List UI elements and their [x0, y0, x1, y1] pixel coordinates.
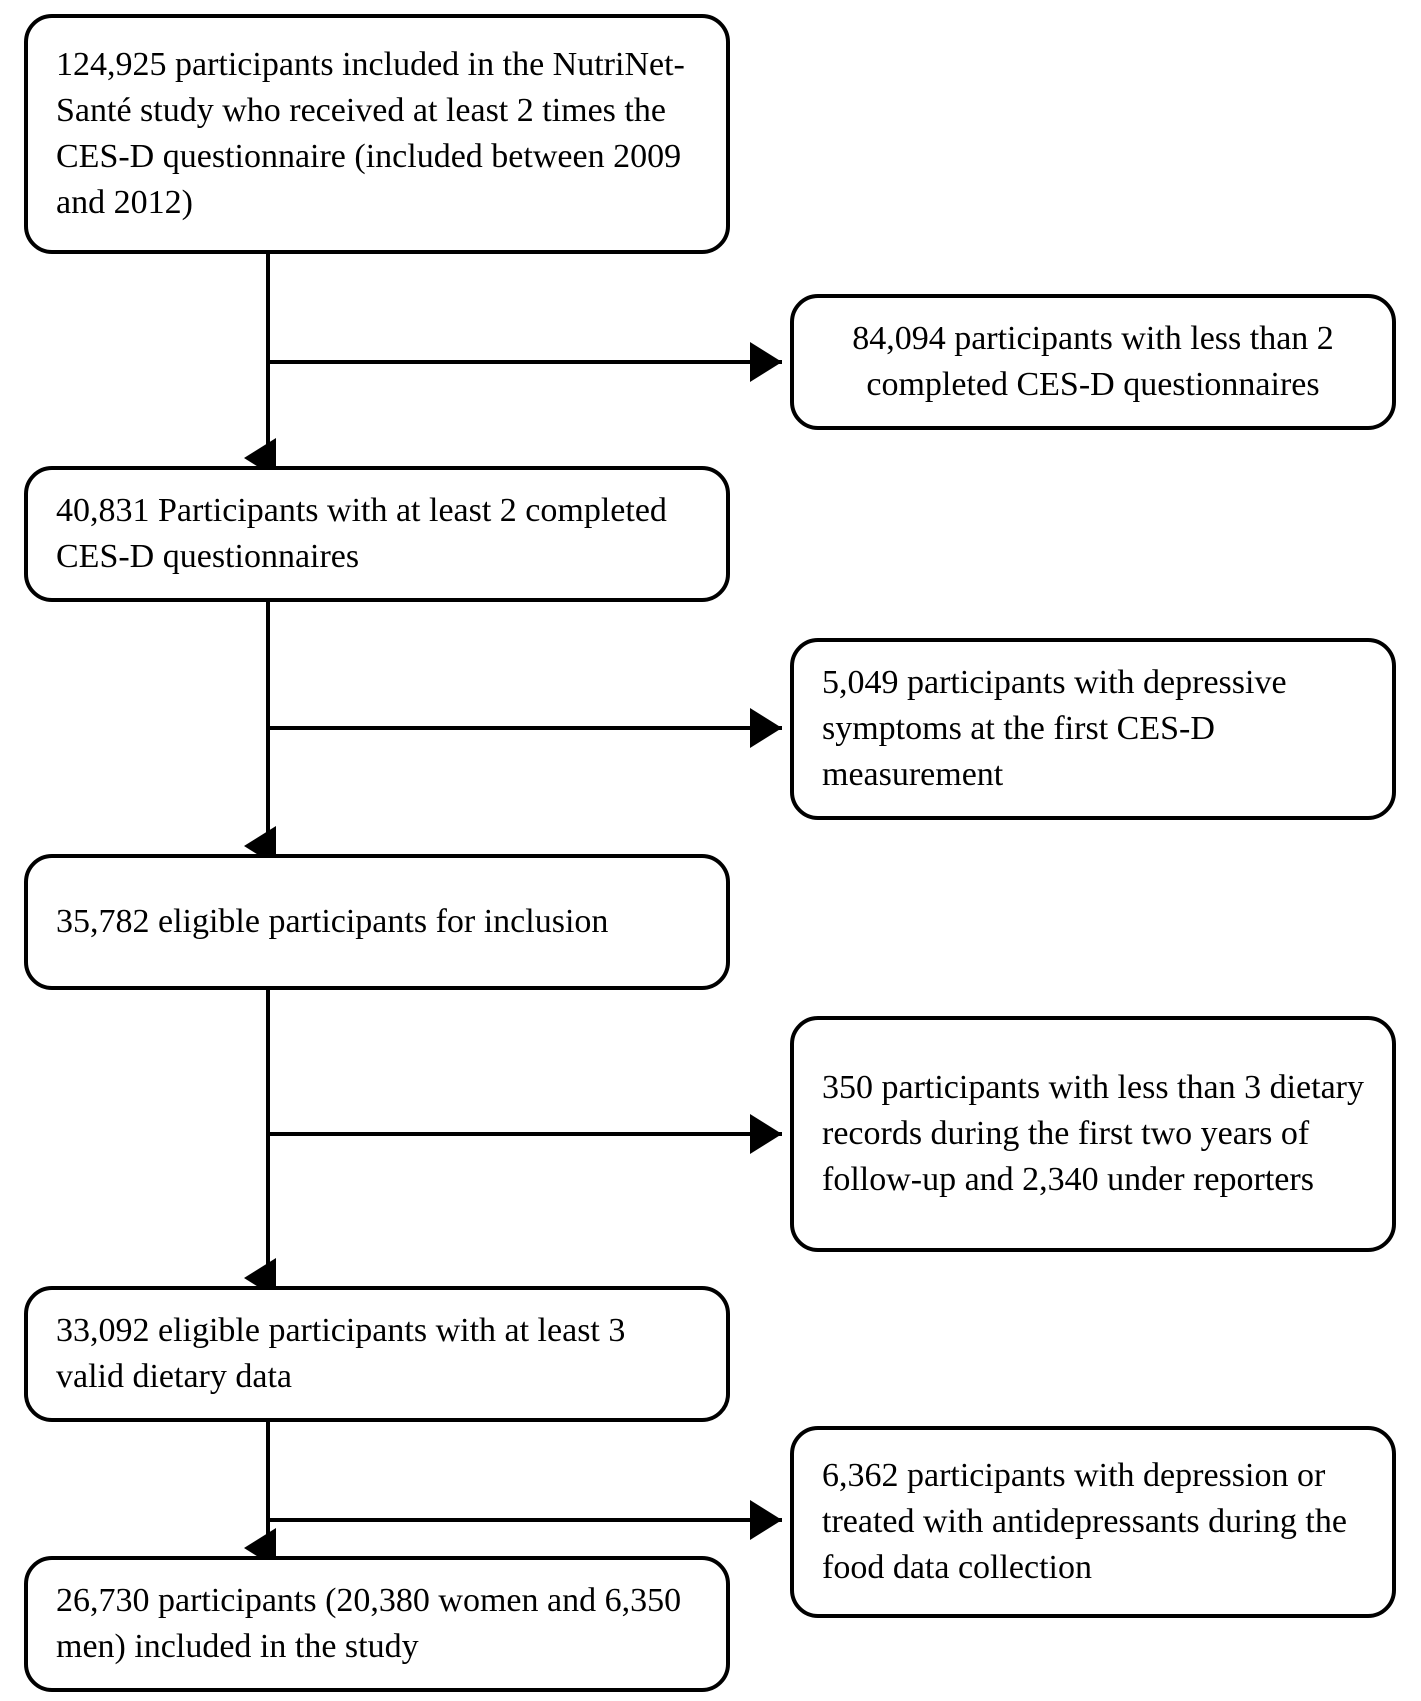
- node-text: 5,049 participants with depressive sympt…: [822, 660, 1364, 798]
- node-with-3-dietary: 33,092 eligible participants with at lea…: [24, 1286, 730, 1422]
- node-initial-cohort: 124,925 participants included in the Nut…: [24, 14, 730, 254]
- node-text: 6,362 participants with depression or tr…: [822, 1453, 1364, 1591]
- node-text: 35,782 eligible participants for inclusi…: [56, 899, 608, 945]
- node-eligible-inclusion: 35,782 eligible participants for inclusi…: [24, 854, 730, 990]
- node-with-2-cesd: 40,831 Participants with at least 2 comp…: [24, 466, 730, 602]
- node-text: 124,925 participants included in the Nut…: [56, 42, 698, 226]
- node-excl-depr-symptoms: 5,049 participants with depressive sympt…: [790, 638, 1396, 820]
- node-text: 26,730 participants (20,380 women and 6,…: [56, 1578, 698, 1670]
- node-text: 350 participants with less than 3 dietar…: [822, 1065, 1364, 1203]
- node-text: 33,092 eligible participants with at lea…: [56, 1308, 698, 1400]
- node-excl-few-dietary: 350 participants with less than 3 dietar…: [790, 1016, 1396, 1252]
- flowchart-canvas: 124,925 participants included in the Nut…: [0, 0, 1421, 1701]
- node-text: 84,094 participants with less than 2 com…: [822, 316, 1364, 408]
- node-text: 40,831 Participants with at least 2 comp…: [56, 488, 698, 580]
- node-final-included: 26,730 participants (20,380 women and 6,…: [24, 1556, 730, 1692]
- node-excl-less2-cesd: 84,094 participants with less than 2 com…: [790, 294, 1396, 430]
- node-excl-depression-treated: 6,362 participants with depression or tr…: [790, 1426, 1396, 1618]
